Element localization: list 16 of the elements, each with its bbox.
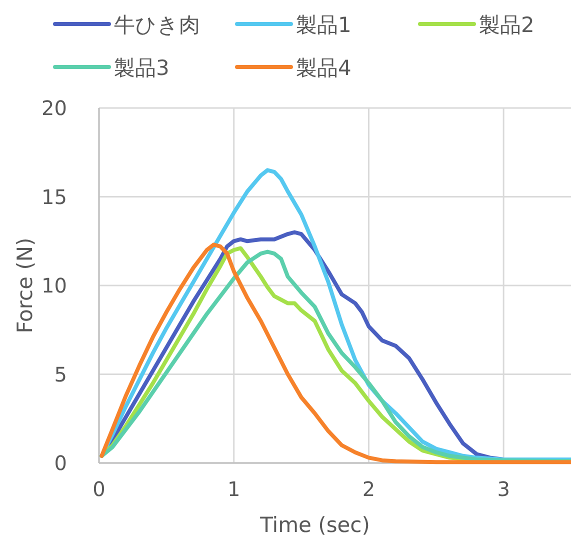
y-tick-label: 5 [54, 362, 67, 386]
y-tick-label: 20 [42, 96, 67, 120]
y-tick-label: 15 [42, 184, 67, 209]
y-axis-title: Force (N) [13, 238, 37, 334]
x-tick-label: 2 [362, 477, 376, 501]
y-tick-label: 10 [42, 274, 67, 298]
legend-label: 製品2 [479, 13, 534, 37]
x-tick-label: 0 [92, 477, 106, 501]
x-tick-label: 3 [497, 477, 510, 501]
y-tick-label: 0 [54, 451, 67, 475]
legend-label: 製品4 [296, 56, 352, 80]
x-tick-label: 1 [227, 477, 240, 501]
legend-label: 製品1 [296, 13, 352, 37]
legend-label: 牛ひき肉 [114, 13, 200, 37]
legend-label: 製品3 [114, 56, 170, 80]
x-axis-title: Time (sec) [259, 513, 370, 537]
